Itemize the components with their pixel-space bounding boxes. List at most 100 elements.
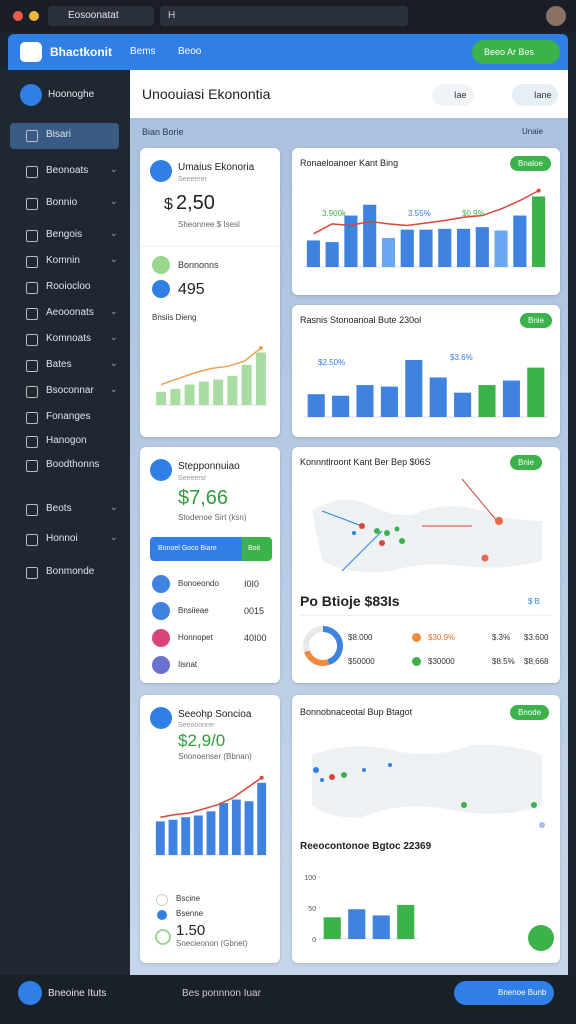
section-action[interactable]: Unaie bbox=[522, 127, 543, 136]
active-item bbox=[10, 123, 119, 149]
search-pill[interactable]: Iae bbox=[432, 84, 474, 106]
nav-item[interactable]: Komnoats bbox=[46, 333, 92, 344]
row-label: Iisnat bbox=[178, 660, 198, 669]
bar bbox=[456, 228, 471, 267]
footer-search[interactable]: Bes ponnnon Iuar bbox=[182, 988, 261, 999]
pager[interactable]: $ B bbox=[528, 597, 541, 606]
legend: $8.000 $30.9% $.3% $3.600 $50000 $30000 $8.5% $… bbox=[292, 447, 560, 683]
bar bbox=[429, 377, 447, 417]
badge[interactable]: Bnode bbox=[510, 705, 550, 720]
header-button[interactable]: Beeo Ar Bes bbox=[472, 40, 560, 64]
nav-item[interactable]: Bates bbox=[46, 359, 72, 370]
map bbox=[312, 478, 542, 573]
row-label: Honnopet bbox=[178, 633, 213, 642]
donut-segment bbox=[303, 626, 324, 653]
main-header: Unoouiasi Ekonontia Iae Iane bbox=[130, 70, 568, 118]
bar bbox=[397, 904, 415, 939]
search-pill[interactable]: Iane bbox=[512, 84, 558, 106]
nav-item[interactable]: Fonanges bbox=[46, 411, 91, 422]
chart-label: 3.900k bbox=[322, 209, 347, 218]
button[interactable]: Boit bbox=[242, 537, 272, 561]
fab[interactable] bbox=[528, 925, 554, 951]
nav-item[interactable]: Bisari bbox=[46, 129, 72, 140]
nav-item[interactable]: Boodthonns bbox=[46, 459, 100, 470]
min-dot[interactable] bbox=[29, 11, 39, 21]
legend-cell: $50000 bbox=[348, 657, 375, 666]
profile-name[interactable]: Hoonoghe bbox=[48, 89, 95, 100]
footer-button[interactable]: Bnenoe Bunb bbox=[454, 981, 554, 1005]
nav-item[interactable]: Bonmonde bbox=[46, 566, 95, 577]
nav-item[interactable]: Bengois bbox=[46, 229, 83, 240]
legend-dot bbox=[412, 657, 421, 666]
bar bbox=[181, 817, 191, 855]
row-icon bbox=[152, 602, 170, 620]
nav-icon bbox=[26, 567, 38, 579]
bar bbox=[184, 384, 195, 405]
nav-item[interactable]: Beonoats bbox=[46, 165, 89, 176]
bar bbox=[227, 375, 238, 405]
close-dot[interactable] bbox=[13, 11, 23, 21]
nav-link[interactable]: Bems bbox=[130, 46, 156, 57]
bar bbox=[323, 917, 341, 939]
bar bbox=[527, 367, 545, 417]
nav-item[interactable]: Honnoi bbox=[46, 533, 78, 544]
divider bbox=[300, 615, 552, 616]
row-label: Bonoeondo bbox=[178, 579, 219, 588]
tab[interactable]: Eosoonatat bbox=[48, 6, 154, 26]
bar bbox=[532, 196, 546, 267]
footer-label: Bneoine Ituts bbox=[48, 988, 107, 999]
bar bbox=[363, 204, 377, 267]
trend-arrow bbox=[259, 775, 264, 780]
card-subtitle: Seeeersr bbox=[178, 475, 207, 482]
card-title: Bonnobnaceotal Bup Btagot bbox=[300, 707, 413, 717]
bar bbox=[380, 386, 398, 417]
bar bbox=[405, 360, 423, 417]
list: Bonoeondo I0I0 Bnsiieae 0015 Honnopet 40I00 Ii… bbox=[140, 447, 280, 683]
row-value: 0015 bbox=[244, 606, 265, 616]
card: Ronaeloanoer Kant Bing Bnaloe 3.900k 3.5… bbox=[292, 148, 560, 295]
nav-item[interactable]: Komnin bbox=[46, 255, 80, 266]
address-bar[interactable]: H bbox=[160, 6, 408, 26]
bar bbox=[454, 392, 472, 417]
chevron: ⌄ bbox=[110, 502, 118, 512]
card-title: Umaius Ekonoria bbox=[178, 162, 255, 173]
bar bbox=[513, 215, 527, 267]
nav-item[interactable]: Bsoconnar bbox=[46, 385, 94, 396]
nav-link[interactable]: Beoo bbox=[178, 46, 202, 57]
nav-item[interactable]: Aeooonats bbox=[46, 307, 94, 318]
button[interactable]: Bonoel Goco Biare bbox=[150, 537, 242, 561]
bar bbox=[372, 915, 390, 939]
bar bbox=[255, 352, 266, 405]
bar bbox=[356, 385, 374, 417]
nav-item[interactable]: Beots bbox=[46, 503, 72, 514]
badge[interactable]: Bnie bbox=[520, 313, 553, 328]
stat-icon bbox=[152, 280, 170, 298]
browser-bar: Eosoonatat H bbox=[0, 0, 576, 32]
nav-icon bbox=[26, 360, 38, 372]
list-label: Bscine bbox=[176, 894, 201, 903]
chevron: ⌄ bbox=[110, 384, 118, 394]
bar bbox=[170, 388, 181, 405]
logo-text[interactable]: Bhactkonit bbox=[50, 45, 113, 59]
card-subtitle: Reeocontonoe Bgtoc 22369 bbox=[300, 841, 432, 852]
bar bbox=[156, 391, 167, 405]
chart-label: $2.50% bbox=[318, 358, 346, 367]
y-tick-label: 100 bbox=[304, 875, 316, 882]
nav-item[interactable]: Hanogon bbox=[46, 435, 87, 446]
badge[interactable]: Bnaloe bbox=[510, 156, 551, 171]
nav-item[interactable]: Rooiocloo bbox=[46, 281, 91, 292]
avatar[interactable] bbox=[546, 6, 566, 26]
legend-cell: $8,668 bbox=[524, 657, 549, 666]
chevron: ⌄ bbox=[110, 228, 118, 238]
badge[interactable]: Bnie bbox=[510, 455, 543, 470]
button-text: Boit bbox=[248, 545, 261, 552]
nav-item[interactable]: Bonnio bbox=[46, 197, 78, 208]
chevron: ⌄ bbox=[110, 196, 118, 206]
card: Bonnobnaceotal Bup Btagot Bnode Reeocont… bbox=[292, 695, 560, 963]
trend-line bbox=[160, 777, 263, 818]
legend-dot bbox=[155, 929, 171, 945]
legend-dot bbox=[412, 633, 421, 642]
card: Stepponnuiao Seeeersr $7,66 Stodenoe Sir… bbox=[140, 447, 280, 683]
